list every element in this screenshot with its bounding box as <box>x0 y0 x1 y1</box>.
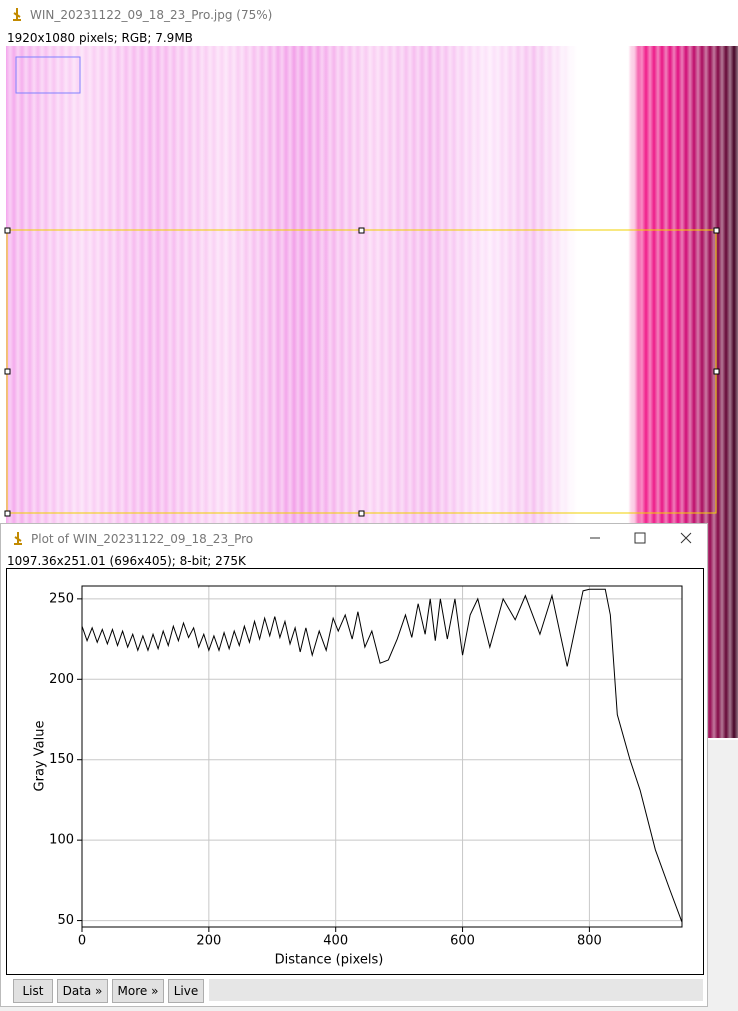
x-tick-label: 200 <box>196 934 221 949</box>
plot-info: 1097.36x251.01 (696x405); 8-bit; 275K <box>7 554 246 568</box>
app-icon <box>14 532 22 545</box>
y-axis-label: Gray Value <box>33 721 48 792</box>
y-tick-label: 50 <box>57 913 74 928</box>
y-tick-label: 200 <box>49 672 74 687</box>
plot-frame <box>81 585 683 928</box>
chart-border <box>6 568 704 975</box>
x-tick-label: 600 <box>450 934 475 949</box>
y-tick-label: 100 <box>49 833 74 848</box>
x-tick-label: 800 <box>577 934 602 949</box>
close[interactable] <box>680 532 692 544</box>
button[interactable]: List <box>13 979 53 1003</box>
window-controls <box>590 532 692 544</box>
chart: Distance (pixels) Gray Value 50 100 150 200… <box>6 568 704 975</box>
button[interactable]: More » <box>112 979 164 1003</box>
title-bar: WIN_20231122_09_18_23_Pro.jpg (75%) <box>0 0 738 30</box>
y-tick-label: 250 <box>49 591 74 606</box>
y-tick-label: 150 <box>49 752 74 767</box>
image-info: 1920x1080 pixels; RGB; 7.9MB <box>7 31 193 45</box>
x-tick-label: 400 <box>323 934 348 949</box>
button-bar <box>6 977 704 1003</box>
window-title: Plot of WIN_20231122_09_18_23_Pro <box>31 532 254 546</box>
title-bar: Plot of WIN_20231122_09_18_23_Pro <box>1 524 707 554</box>
handles[interactable] <box>4 227 720 517</box>
app-icon <box>13 8 21 21</box>
button[interactable]: Live <box>168 979 204 1003</box>
button-bar-fill <box>209 979 703 1001</box>
button[interactable]: Data » <box>57 979 108 1003</box>
maximize[interactable] <box>634 532 646 544</box>
selection-overlay <box>4 56 720 517</box>
x-axis-label: Distance (pixels) <box>275 953 384 968</box>
navigator <box>15 56 81 94</box>
x-tick-label: 0 <box>78 934 86 949</box>
window-title: WIN_20231122_09_18_23_Pro.jpg (75%) <box>30 8 273 22</box>
selection[interactable] <box>6 229 717 514</box>
data-line <box>81 588 683 923</box>
